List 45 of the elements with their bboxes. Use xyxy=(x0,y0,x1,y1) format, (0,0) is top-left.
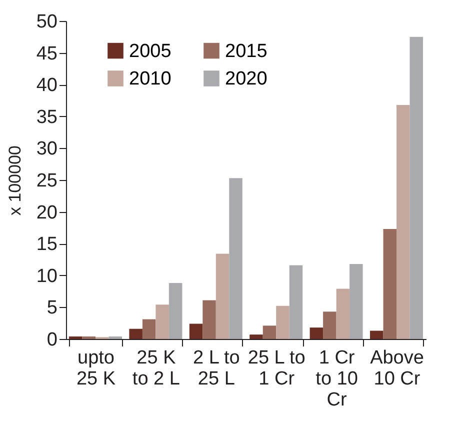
bar xyxy=(142,319,156,339)
bar xyxy=(69,336,82,339)
bar xyxy=(202,300,216,339)
bar xyxy=(410,36,423,339)
bar xyxy=(156,304,169,339)
x-tick-label: Above 10 Cr xyxy=(370,348,424,390)
bar xyxy=(289,265,303,339)
bar xyxy=(310,328,324,339)
bar xyxy=(108,336,122,339)
bar xyxy=(189,324,203,339)
y-tick-label: 5 xyxy=(46,298,58,319)
legend-label: 2015 xyxy=(225,40,268,62)
bar xyxy=(336,288,350,339)
legend-label: 2020 xyxy=(225,68,268,90)
legend-label: 2005 xyxy=(129,40,172,62)
y-tick-label: 10 xyxy=(36,266,58,287)
y-tick-label: 50 xyxy=(36,12,58,32)
bar xyxy=(82,336,96,339)
y-tick-label: 25 xyxy=(36,170,58,192)
y-tick-label: 20 xyxy=(36,202,58,224)
y-tick-label: 15 xyxy=(36,234,58,256)
bar xyxy=(323,312,336,339)
legend-label: 2010 xyxy=(129,68,172,90)
bar xyxy=(370,330,384,339)
bar xyxy=(276,306,290,339)
y-tick-label: 35 xyxy=(36,106,58,128)
bar xyxy=(396,104,410,339)
bar xyxy=(383,228,396,339)
x-tick-label: 2 L to 25 L xyxy=(192,348,240,390)
x-tick-label: upto 25 K xyxy=(76,348,116,390)
y-tick-label: 30 xyxy=(36,138,58,160)
x-tick-label: 25 K to 2 L xyxy=(132,348,180,390)
y-tick-label: 40 xyxy=(36,75,58,96)
bar xyxy=(350,264,363,339)
y-axis-title: x 100000 xyxy=(5,146,24,216)
x-tick-label: 1 Cr to 10 Cr xyxy=(316,348,358,410)
bar xyxy=(168,283,182,339)
y-tick-label: 0 xyxy=(46,330,58,350)
y-tick-label: 45 xyxy=(36,43,58,64)
bar xyxy=(262,326,276,339)
bar xyxy=(250,334,263,339)
x-tick-label: 25 L to 1 Cr xyxy=(248,348,306,390)
bar xyxy=(216,254,230,339)
bar xyxy=(129,328,142,339)
bar xyxy=(229,178,242,339)
